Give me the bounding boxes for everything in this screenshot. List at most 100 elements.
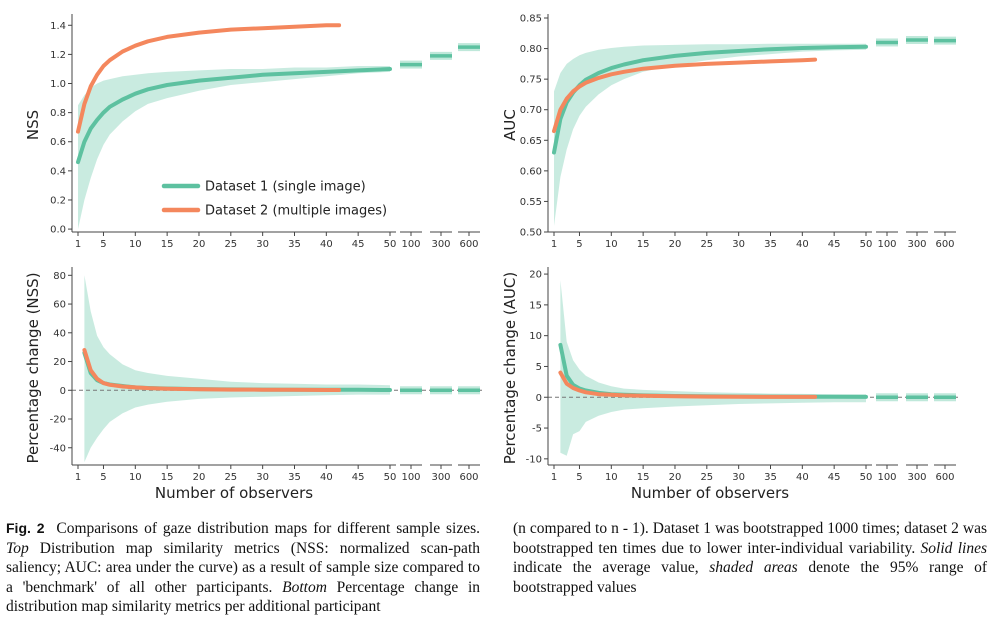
y-tick-label: 0.4 — [50, 166, 66, 177]
x-tick-label: 10 — [605, 239, 618, 250]
x-tick-label: 25 — [224, 239, 237, 250]
x-tick-label: 15 — [637, 239, 650, 250]
y-tick-label: 0.60 — [520, 166, 542, 177]
x-tick-label: 30 — [256, 239, 269, 250]
x-tick-label: 10 — [129, 472, 142, 483]
x-tick-label-600: 600 — [459, 239, 478, 250]
x-tick-label: 25 — [700, 472, 713, 483]
x-tick-label-100: 100 — [401, 239, 420, 250]
caption-fig-label: Fig. 2 — [6, 520, 45, 536]
y-tick-label: -10 — [526, 454, 542, 465]
y-tick-label: 80 — [53, 271, 66, 282]
y-tick-label: 0.6 — [50, 137, 66, 148]
x-tick-label: 5 — [100, 239, 106, 250]
y-tick-label: 1.0 — [50, 79, 66, 90]
x-tick-label: 5 — [576, 239, 582, 250]
x-tick-label: 35 — [764, 239, 777, 250]
x-tick-label: 15 — [161, 239, 174, 250]
y-tick-label: 0.0 — [50, 225, 66, 236]
caption-left-2: Distribution map similarity metrics (NSS… — [6, 539, 480, 596]
y-tick-label: 0.50 — [520, 228, 542, 239]
caption-right-3: denote the 95% range of bootstrapped val… — [513, 559, 988, 596]
x-tick-label-300: 300 — [907, 472, 926, 483]
y-tick-label: 60 — [53, 300, 66, 311]
x-tick-label: 50 — [860, 239, 873, 250]
x-axis-label: Number of observers — [155, 484, 313, 502]
x-tick-label-300: 300 — [431, 472, 450, 483]
x-tick-label: 35 — [288, 239, 301, 250]
y-tick-label: 0 — [536, 393, 542, 404]
x-tick-label-100: 100 — [877, 239, 896, 250]
series-line-dataset-2 — [82, 348, 342, 392]
y-tick-label: 15 — [529, 300, 542, 311]
x-tick-label: 20 — [669, 472, 682, 483]
confidence-band-1 — [554, 43, 866, 226]
y-tick-label: -40 — [50, 443, 66, 454]
y-tick-label: 0.75 — [520, 75, 542, 86]
x-tick-label-300: 300 — [907, 239, 926, 250]
x-tick-label: 15 — [161, 472, 174, 483]
x-tick-label: 50 — [860, 472, 873, 483]
x-tick-label: 40 — [320, 239, 333, 250]
x-tick-label: 40 — [796, 472, 809, 483]
x-tick-label-600: 600 — [459, 472, 478, 483]
series-line-dataset-1 — [76, 67, 392, 165]
series-line-dataset-2 — [558, 370, 818, 399]
caption-right-2: indicate the average value, — [513, 559, 699, 576]
y-tick-label: 0.2 — [50, 195, 66, 206]
y-tick-label: 20 — [529, 270, 542, 281]
y-tick-label: 0.80 — [520, 44, 542, 55]
y-tick-label: 0.65 — [520, 136, 542, 147]
x-tick-label: 45 — [352, 472, 365, 483]
x-tick-label: 5 — [576, 472, 582, 483]
y-tick-label: 20 — [53, 357, 66, 368]
y-tick-label: 40 — [53, 328, 66, 339]
x-tick-label: 40 — [796, 239, 809, 250]
caption-bottom-label: Bottom — [282, 578, 327, 596]
y-tick-label: 0 — [60, 386, 66, 397]
y-tick-label: 0.70 — [520, 105, 542, 116]
x-tick-label: 30 — [732, 239, 745, 250]
x-tick-label: 50 — [384, 239, 397, 250]
x-tick-label-600: 600 — [935, 239, 954, 250]
x-tick-label: 10 — [605, 472, 618, 483]
caption-shaded-label: shaded areas — [709, 559, 798, 576]
confidence-band-1 — [560, 280, 866, 456]
x-tick-label: 25 — [224, 472, 237, 483]
caption-top-label: Top — [6, 539, 29, 557]
y-tick-label: -20 — [50, 415, 66, 426]
x-tick-label: 30 — [732, 472, 745, 483]
y-tick-label: 0.85 — [520, 14, 542, 25]
y-tick-label: 1.4 — [50, 21, 66, 32]
x-tick-label: 45 — [828, 239, 841, 250]
x-tick-label: 5 — [100, 472, 106, 483]
confidence-band-1 — [84, 275, 391, 463]
caption-right-1: (n compared to n - 1). Dataset 1 was boo… — [513, 520, 987, 557]
y-tick-label: 1.2 — [50, 50, 66, 61]
y-tick-label: -5 — [532, 424, 542, 435]
caption-left: Fig. 2 Comparisons of gaze distribution … — [6, 519, 480, 617]
caption-left-3: Percentage change in distribution map si… — [6, 578, 481, 616]
x-tick-label: 10 — [129, 239, 142, 250]
x-tick-label: 45 — [828, 472, 841, 483]
x-tick-label: 1 — [75, 239, 81, 250]
x-tick-label: 20 — [669, 239, 682, 250]
y-tick-label: 0.8 — [50, 108, 66, 119]
x-tick-label: 45 — [352, 239, 365, 250]
x-tick-label-600: 600 — [935, 472, 954, 483]
x-tick-label: 35 — [764, 472, 777, 483]
series-line-dataset-2 — [76, 23, 342, 134]
x-tick-label-300: 300 — [431, 239, 450, 250]
x-tick-label: 20 — [193, 472, 206, 483]
legend-label-dataset-1: Dataset 1 (single image) — [205, 180, 366, 195]
x-tick-label: 1 — [75, 472, 81, 483]
x-tick-label: 35 — [288, 472, 301, 483]
y-tick-label: 10 — [529, 331, 542, 342]
x-tick-label: 25 — [700, 239, 713, 250]
x-tick-label: 40 — [320, 472, 333, 483]
x-axis-label: Number of observers — [631, 484, 789, 502]
